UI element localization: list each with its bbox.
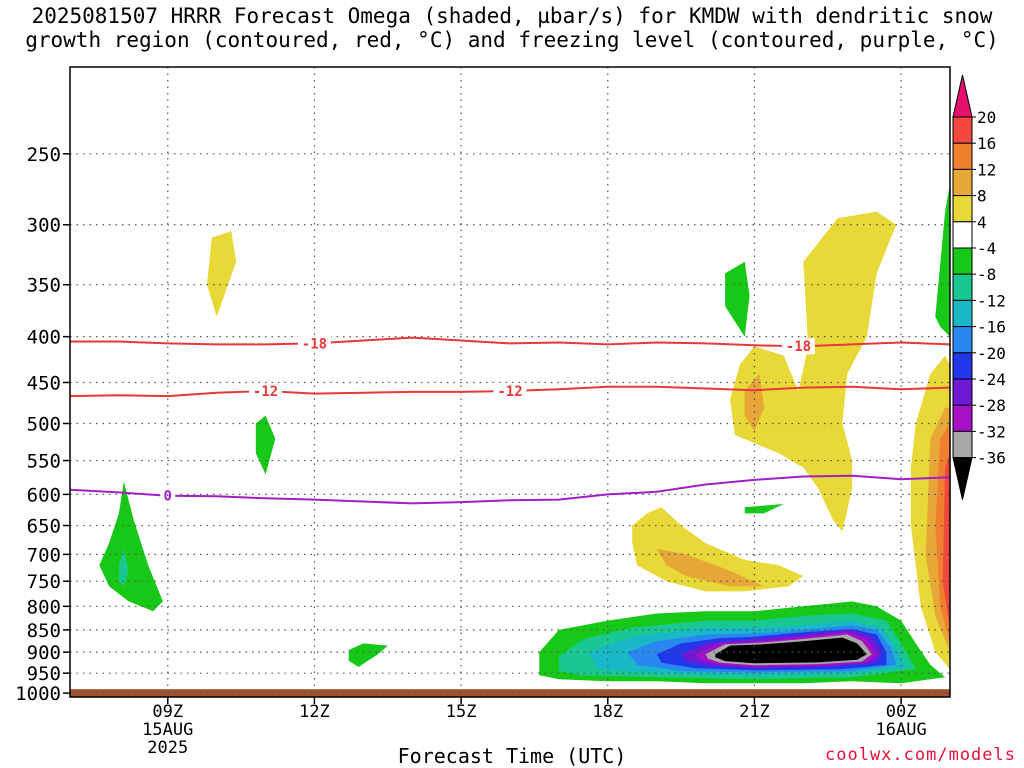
colorbar-swatch — [952, 352, 973, 380]
colorbar-label: -20 — [977, 344, 1006, 363]
colorbar-bottom-arrow — [952, 457, 973, 500]
colorbar-label: -4 — [977, 239, 996, 258]
y-tick-label: 550 — [27, 451, 61, 473]
colorbar-label: -36 — [977, 449, 1006, 468]
contour-label: -18 — [302, 336, 327, 352]
omega-region-8 — [656, 548, 765, 587]
x-tick-label: 00Z — [886, 702, 917, 722]
colorbar-swatch — [952, 168, 973, 197]
y-tick-label: 1000 — [15, 683, 61, 705]
colorbar-label: 8 — [977, 187, 987, 206]
y-tick-label: 950 — [27, 663, 61, 685]
colorbar-label: -28 — [977, 396, 1006, 415]
colorbar-swatch — [952, 247, 973, 275]
y-tick-label: 700 — [27, 544, 61, 566]
omega-region--4 — [725, 261, 750, 337]
colorbar-top-arrow — [952, 74, 973, 118]
colorbar: 20 16 12 8 4 -4 -8 -12 -16 -20 -24 -28 -32 -36 — [952, 74, 1006, 500]
credit-text[interactable]: coolwx.com/models — [825, 745, 1016, 765]
x-tick-label: 16AUG — [876, 720, 927, 740]
title-line-2: growth region (contoured, red, °C) and f… — [25, 28, 999, 52]
contour-label: -18 — [786, 339, 811, 355]
y-tick-label: 750 — [27, 571, 61, 593]
y-tick-label: 450 — [27, 372, 61, 394]
omega-region--4 — [348, 643, 388, 667]
contour-label-bg — [493, 383, 527, 400]
omega-region--36 — [715, 637, 867, 664]
contour-label: -12 — [497, 384, 522, 400]
contour-label-bg — [781, 338, 815, 355]
colorbar-swatch — [952, 378, 973, 406]
colorbar-label: 20 — [977, 108, 996, 127]
y-tick-label: 800 — [27, 596, 61, 618]
omega-region-4 — [730, 211, 897, 532]
contour-label: -12 — [253, 384, 278, 400]
colorbar-label: -8 — [977, 265, 996, 284]
colorbar-swatch — [952, 221, 973, 249]
y-tick-label: 500 — [27, 413, 61, 435]
contour-label-bg — [297, 335, 331, 352]
terrain-band — [70, 689, 950, 697]
colorbar-label: 12 — [977, 160, 996, 179]
y-tick-label: 650 — [27, 516, 61, 538]
colorbar-swatch — [952, 273, 973, 301]
omega-region--8 — [118, 548, 129, 587]
colorbar-label: 4 — [977, 213, 987, 232]
omega-region-16 — [942, 453, 950, 630]
omega-region--4 — [935, 183, 950, 337]
y-tick-label: 600 — [27, 484, 61, 506]
x-tick-label: 21Z — [739, 702, 770, 722]
colorbar-swatch — [952, 195, 973, 223]
x-tick-label: 2025 — [147, 738, 188, 758]
y-tick-label: 400 — [27, 327, 61, 349]
chart-title: 2025081507 HRRR Forecast Omega (shaded, … — [0, 4, 1024, 52]
x-tick-label: 12Z — [299, 702, 330, 722]
omega-region--4 — [255, 415, 276, 475]
omega-region-4 — [206, 231, 237, 317]
x-axis-label: Forecast Time (UTC) — [397, 744, 627, 768]
colorbar-swatch — [952, 299, 973, 328]
colorbar-swatch — [952, 404, 973, 432]
x-tick-label: 09Z — [152, 702, 183, 722]
y-tick-label: 850 — [27, 620, 61, 642]
omega-region-8 — [744, 373, 765, 432]
y-tick-label: 250 — [27, 144, 61, 166]
y-tick-label: 300 — [27, 215, 61, 237]
x-tick-label: 15Z — [446, 702, 477, 722]
colorbar-label: 16 — [977, 134, 996, 153]
contour-label-bg — [249, 383, 283, 400]
omega-region--4 — [99, 481, 163, 612]
contour-line-0 — [69, 474, 951, 505]
grid-lines — [70, 67, 950, 697]
y-tick-label: 350 — [27, 275, 61, 297]
y-axis-ticks: 2503003504004505005506006507007508008509… — [15, 144, 70, 705]
omega-region-4 — [632, 507, 804, 592]
colorbar-label: -24 — [977, 370, 1006, 389]
colorbar-swatch — [952, 142, 973, 170]
title-line-1: 2025081507 HRRR Forecast Omega (shaded, … — [31, 4, 993, 28]
colorbar-label: -32 — [977, 422, 1006, 441]
x-tick-label: 15AUG — [142, 720, 193, 740]
x-tick-label: 18Z — [592, 702, 623, 722]
colorbar-swatch — [952, 326, 973, 354]
terrain-fill — [70, 689, 950, 697]
y-tick-label: 900 — [27, 642, 61, 664]
colorbar-label: -16 — [977, 318, 1006, 337]
temperature-contours: -18 -18 -12 -12 0 — [69, 335, 951, 505]
contour-label: 0 — [164, 489, 172, 505]
omega-shaded-regions — [99, 183, 950, 684]
colorbar-swatch — [952, 430, 973, 459]
contour-label-bg — [160, 487, 176, 504]
colorbar-swatch — [952, 116, 973, 144]
omega-region--4 — [744, 504, 784, 514]
colorbar-label: -12 — [977, 291, 1006, 310]
